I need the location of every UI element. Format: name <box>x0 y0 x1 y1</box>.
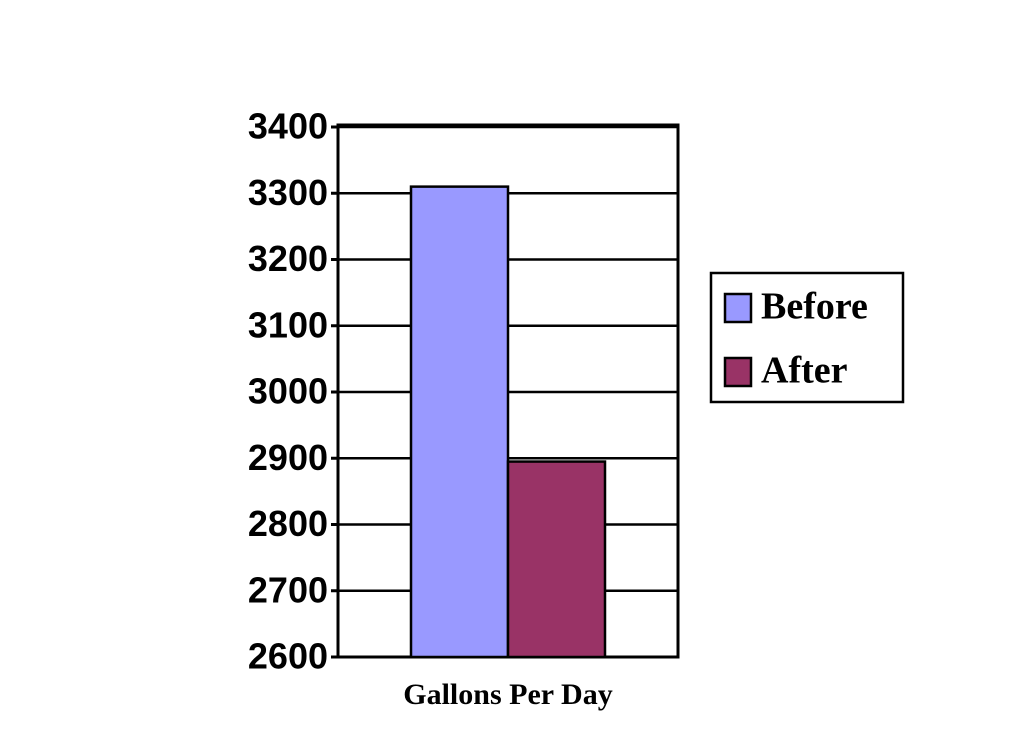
y-tick-label: 3300 <box>248 172 328 213</box>
legend-label: After <box>761 350 848 392</box>
y-tick-label: 2700 <box>248 569 328 610</box>
y-tick-label: 3000 <box>248 371 328 412</box>
x-tick-label: Gallons Per Day <box>403 678 612 711</box>
legend-swatch <box>723 356 753 388</box>
y-tick-label: 3400 <box>248 106 328 147</box>
legend-swatch <box>723 292 753 324</box>
bar <box>506 460 607 659</box>
bar <box>409 185 510 659</box>
y-tick-label: 2600 <box>248 636 328 677</box>
y-tick-label: 2900 <box>248 437 328 478</box>
y-tick-label: 3200 <box>248 238 328 279</box>
legend-label: Before <box>761 286 868 328</box>
y-tick-label: 3100 <box>248 304 328 345</box>
y-tick-label: 2800 <box>248 503 328 544</box>
